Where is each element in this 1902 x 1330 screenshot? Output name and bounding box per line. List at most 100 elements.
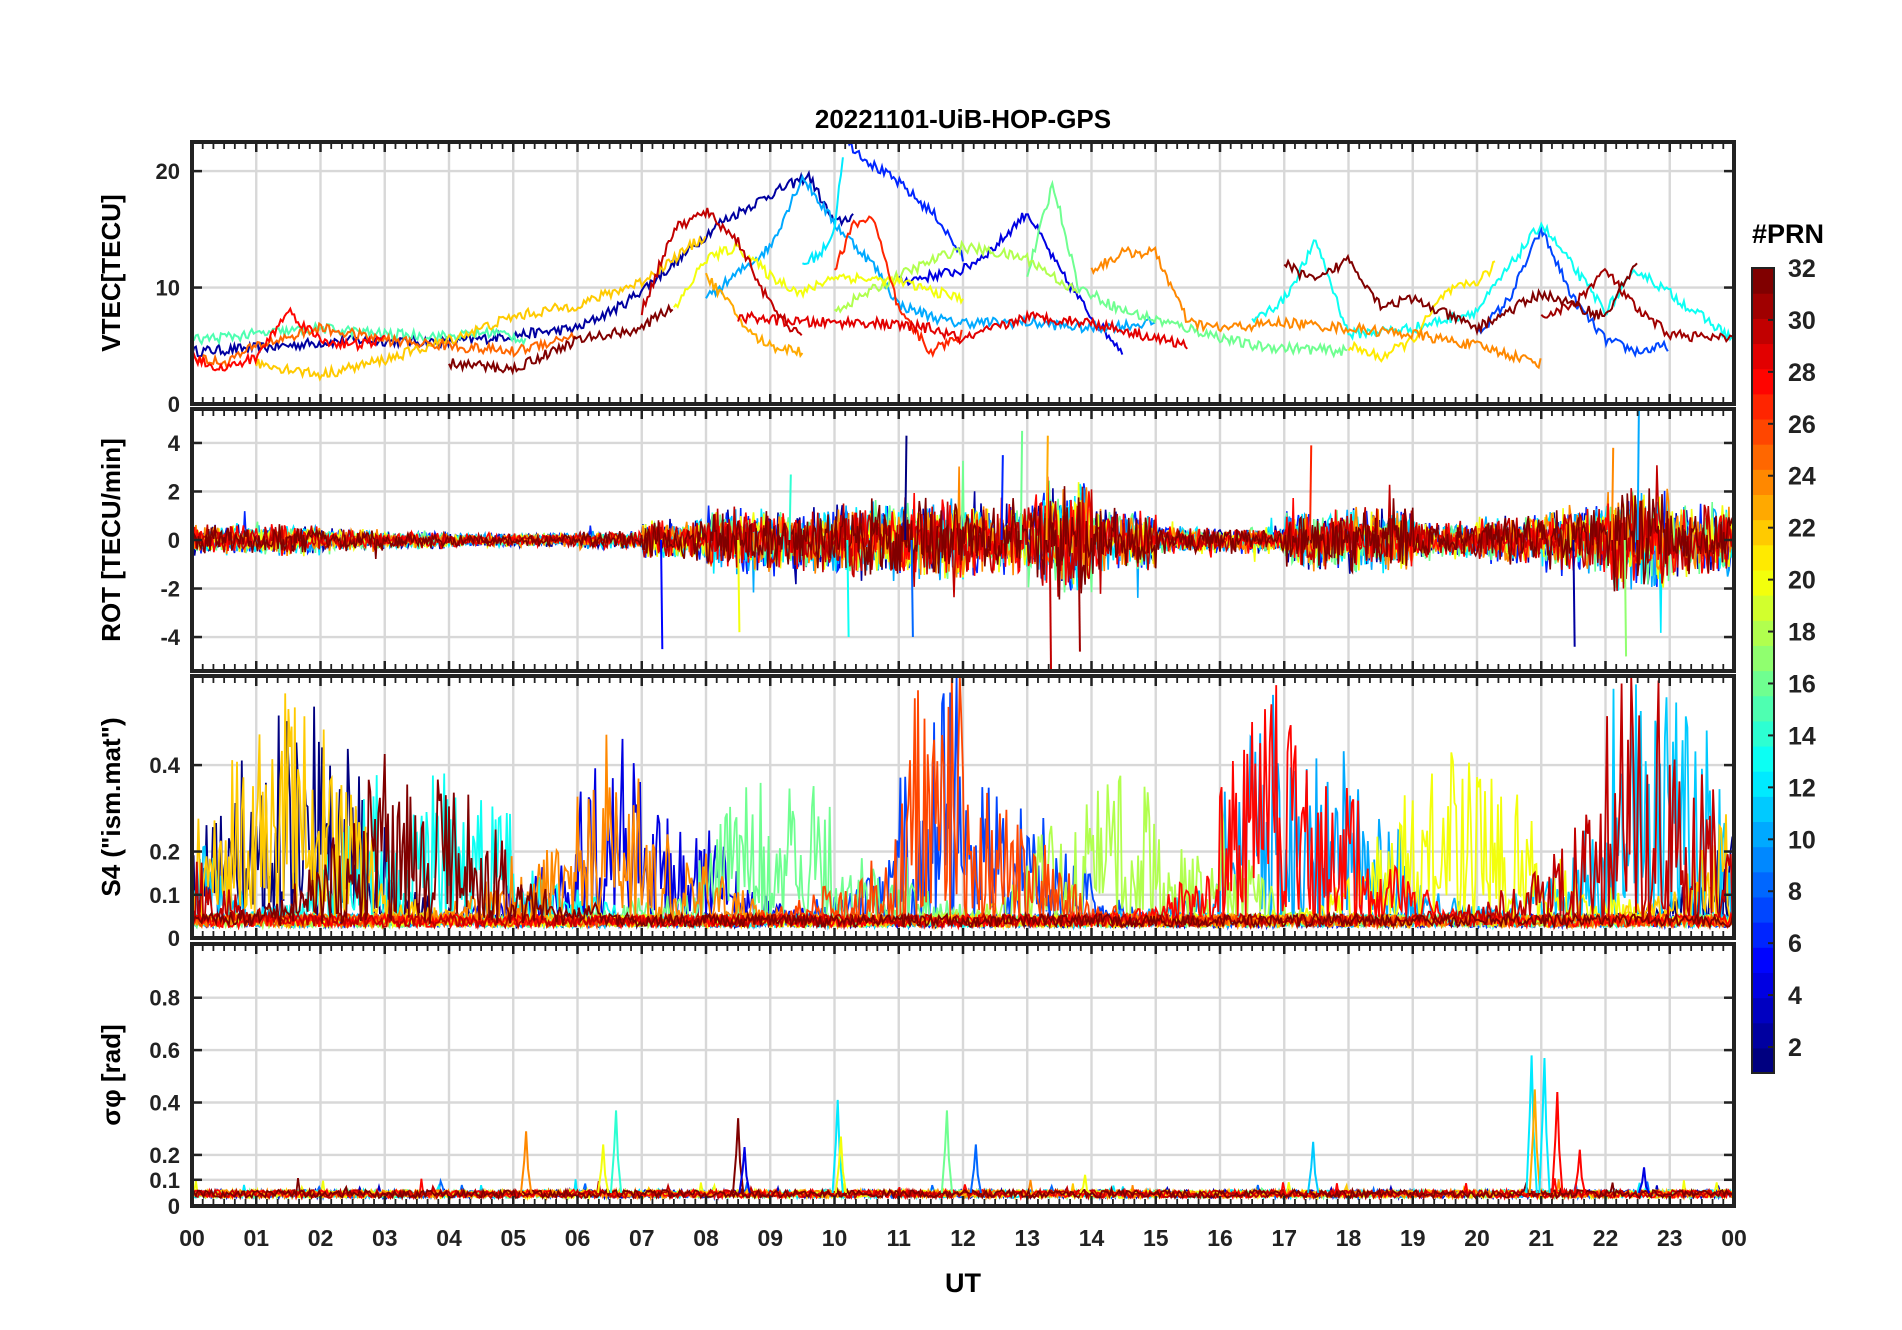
x-tick-label: 06 [565, 1225, 591, 1251]
colorbar-segment [1752, 846, 1774, 873]
colorbar-segment [1752, 695, 1774, 722]
y-tick-label: 10 [156, 276, 180, 301]
x-tick-label: 13 [1014, 1225, 1040, 1251]
colorbar-tick-label: 32 [1788, 255, 1816, 283]
y-tick-label: 0.2 [149, 1143, 180, 1168]
vtec-series-line [705, 272, 804, 359]
colorbar-segment [1752, 293, 1774, 319]
vtec-series-line [192, 306, 386, 372]
colorbar-tick-label: 16 [1788, 670, 1816, 698]
panel-border [190, 140, 1736, 406]
sigma-phi-spike [731, 1118, 745, 1194]
x-tick-label: 01 [243, 1225, 269, 1251]
colorbar-segment [1752, 670, 1774, 697]
colorbar-segment [1752, 720, 1774, 747]
colorbar-segment [1752, 972, 1774, 999]
s4-series-line [192, 773, 1734, 931]
colorbar-segment [1752, 393, 1774, 420]
rot-spike [904, 435, 908, 541]
s4-panel: 0 0.1 0.2 0.4 S4 ("ism.mat") [96, 674, 1736, 951]
colorbar-tick-label: 20 [1788, 567, 1816, 595]
sigma-phi-spike [738, 1146, 751, 1194]
rot-series-line [192, 486, 1734, 600]
colorbar-segment [1752, 569, 1774, 596]
colorbar-segment [1752, 745, 1774, 772]
x-tick-labels: 00 01 02 03 04 05 06 07 08 09 10 11 12 13 14 15 16 17 18 19… [179, 1225, 1747, 1251]
colorbar-segment [1752, 1047, 1774, 1074]
rot-panel: -4 -2 0 2 4 ROT [TECU/min] [96, 407, 1736, 673]
rot-spike [1636, 409, 1640, 541]
vtec-series-line [1540, 267, 1733, 343]
sigma-phi-spike [1525, 1055, 1538, 1193]
vtec-lines [192, 142, 1733, 382]
y-tick-label: 2 [168, 479, 180, 504]
x-tick-label: 00 [179, 1225, 205, 1251]
vtec-series-line [448, 303, 674, 376]
colorbar-segment [1752, 922, 1774, 948]
colorbar-tick-label: 2 [1788, 1034, 1802, 1062]
x-tick-label: 20 [1464, 1225, 1490, 1251]
sigma-phi-spike [834, 1136, 848, 1194]
sigma-phi-spike [1551, 1091, 1564, 1193]
x-tick-label: 14 [1079, 1225, 1105, 1251]
colorbar-tick-label: 18 [1788, 619, 1816, 647]
vtec-series-line [833, 239, 1079, 314]
sigma-phi-spike [1307, 1141, 1320, 1194]
colorbar-segment [1752, 896, 1774, 923]
x-tick-label: 11 [887, 1225, 912, 1251]
x-axis-label: UT [945, 1268, 981, 1298]
x-tick-label: 15 [1143, 1225, 1169, 1251]
colorbar-segment [1752, 871, 1774, 898]
x-tick-label: 09 [757, 1225, 783, 1251]
colorbar-label: #PRN [1752, 219, 1824, 249]
vtec-series-line [1283, 253, 1638, 337]
colorbar-tick-label: 6 [1788, 930, 1802, 958]
y-tick-label: -2 [160, 577, 180, 602]
y-axis-label: S4 ("ism.mat") [96, 717, 126, 896]
colorbar-tick-label: 24 [1788, 463, 1816, 491]
x-tick-label: 16 [1207, 1225, 1233, 1251]
colorbar-segment [1752, 645, 1774, 672]
vtec-panel: 0 10 20 VTEC[TECU] [96, 140, 1736, 417]
rot-lines [192, 409, 1734, 671]
sigma-phi-spike [519, 1131, 533, 1194]
vtec-series-line [1026, 179, 1348, 359]
y-tick-label: 20 [156, 159, 180, 184]
x-tick-label: 22 [1593, 1225, 1619, 1251]
x-tick-label: 08 [693, 1225, 719, 1251]
x-tick-label: 00 [1721, 1225, 1747, 1251]
colorbar-segment [1752, 1022, 1774, 1049]
colorbar-segment [1752, 343, 1774, 370]
colorbar-border [1751, 267, 1775, 1074]
sigma-phi-spike [597, 1144, 610, 1194]
y-tick-label: 4 [168, 431, 181, 456]
x-tick-label: 19 [1400, 1225, 1426, 1251]
colorbar-tick-label: 12 [1788, 774, 1816, 802]
sigma-phi-spike [1079, 1174, 1091, 1194]
vtec-series-line [1090, 245, 1542, 370]
sigma-phi-spike [1538, 1057, 1551, 1193]
vtec-series-line [898, 212, 1124, 355]
rot-spike [1048, 539, 1053, 671]
x-tick-label: 03 [372, 1225, 398, 1251]
y-axis-label: VTEC[TECU] [96, 194, 126, 351]
sigma-phi-spike [940, 1110, 954, 1193]
y-tick-label: 0 [168, 1194, 180, 1219]
vtec-series-line [833, 215, 963, 358]
x-tick-label: 05 [500, 1225, 526, 1251]
colorbar-segment [1752, 595, 1774, 621]
y-tick-label: 0.1 [149, 1168, 180, 1193]
y-tick-label: 0 [168, 392, 180, 417]
panel-border [190, 407, 1736, 673]
y-tick-label: 0.1 [149, 883, 180, 908]
y-tick-label: 0 [168, 926, 180, 951]
colorbar-segment [1752, 444, 1774, 470]
colorbar-tick-label: 22 [1788, 515, 1816, 543]
chart-title: 20221101-UiB-HOP-GPS [815, 104, 1111, 134]
x-tick-label: 12 [950, 1225, 976, 1251]
colorbar-segment [1752, 469, 1774, 496]
sigma-phi-spike [831, 1099, 844, 1193]
sigma-phi-spike [969, 1144, 982, 1194]
y-tick-label: -4 [160, 625, 180, 650]
